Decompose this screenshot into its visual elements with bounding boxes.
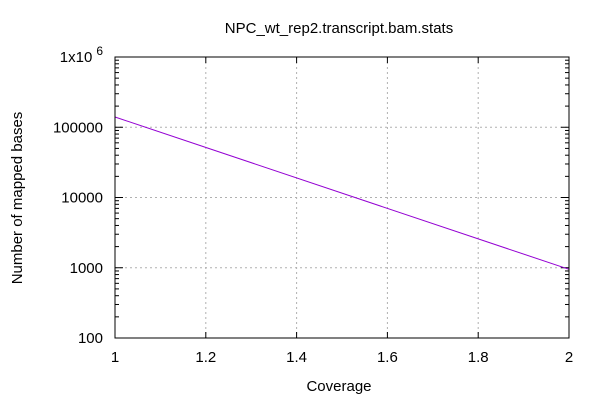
x-axis-label: Coverage xyxy=(306,378,371,395)
series-line xyxy=(114,116,570,270)
grid xyxy=(115,57,569,338)
y-tick-label: 1000 xyxy=(70,260,103,277)
y-tick-label: 100000 xyxy=(53,119,103,136)
x-tick-label: 1.2 xyxy=(195,349,216,366)
x-tick-labels: 1 1.2 1.4 1.6 1.8 2 xyxy=(111,349,573,366)
x-tick-label: 1 xyxy=(111,349,119,366)
y-tick-labels: 100 1000 10000 100000 1x10 6 xyxy=(53,44,103,347)
x-tick-label: 1.8 xyxy=(468,349,489,366)
y-tick-label: 1x10 6 xyxy=(60,44,104,66)
y-tick-label: 100 xyxy=(78,330,103,347)
series-group xyxy=(114,116,570,270)
x-tick-label: 1.6 xyxy=(377,349,398,366)
chart-title: NPC_wt_rep2.transcript.bam.stats xyxy=(225,20,453,37)
y-axis-label: Number of mapped bases xyxy=(9,112,26,285)
x-tick-label: 1.4 xyxy=(286,349,307,366)
y-tick-label: 10000 xyxy=(61,190,103,207)
plot-frame xyxy=(114,56,570,339)
x-tick-label: 2 xyxy=(565,349,573,366)
